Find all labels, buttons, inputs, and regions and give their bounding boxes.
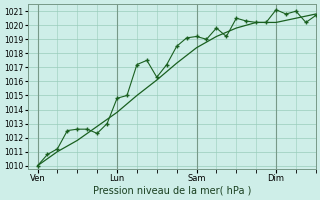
X-axis label: Pression niveau de la mer( hPa ): Pression niveau de la mer( hPa ) <box>92 186 251 196</box>
